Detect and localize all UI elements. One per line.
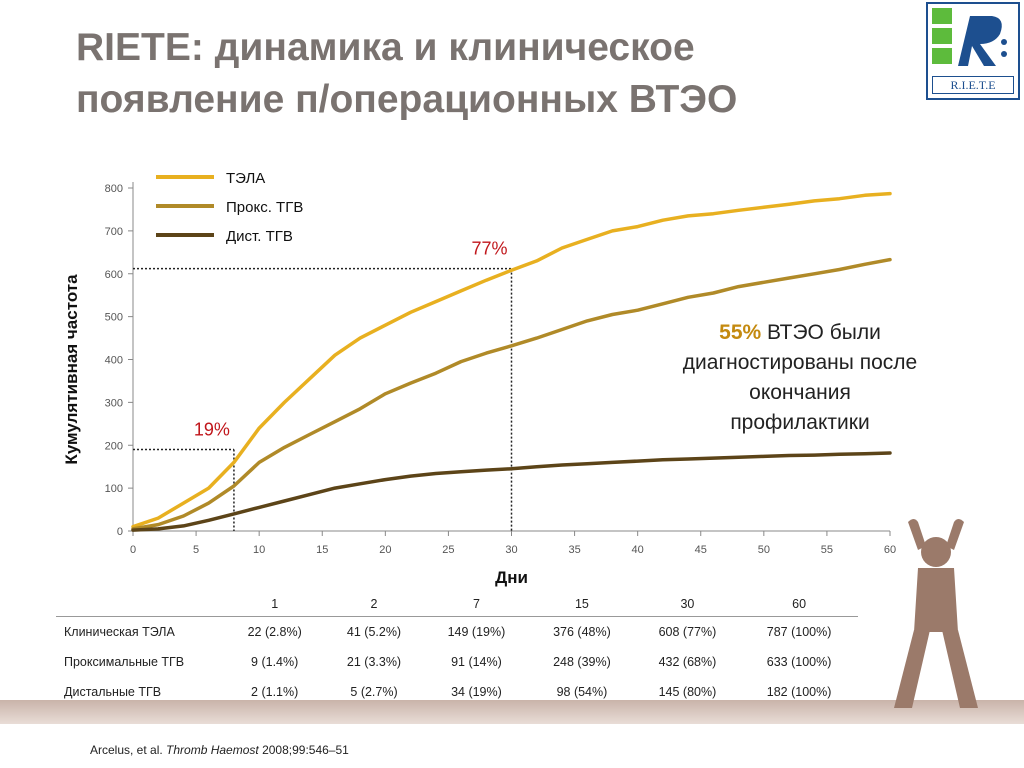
- series-line-3: [131, 451, 892, 532]
- citation-details: 2008;99:546–51: [258, 743, 349, 757]
- x-axis-label: Дни: [495, 568, 528, 587]
- x-tick-label: 60: [884, 544, 896, 556]
- table-header-cell: [56, 592, 225, 617]
- y-axis-label: Кумулятивная частота: [62, 274, 81, 465]
- x-tick-label: 50: [758, 544, 770, 556]
- x-tick-label: 0: [130, 544, 136, 556]
- y-tick-label: 800: [105, 183, 123, 195]
- table-cell: 21 (3.3%): [346, 655, 402, 669]
- row-label: Проксимальные ТГВ: [64, 655, 185, 669]
- x-tick-label: 10: [253, 544, 265, 556]
- x-tick-label: 25: [442, 544, 454, 556]
- citation-journal: Thromb Haemost: [166, 743, 259, 757]
- table-cell: 91 (14%): [451, 655, 502, 669]
- table-cell: 608 (77%): [658, 625, 717, 639]
- x-tick-label: 15: [316, 544, 328, 556]
- table-header-cell: 2: [324, 592, 424, 617]
- legend-label: Прокс. ТГВ: [226, 199, 303, 216]
- citation: Arcelus, et al. Thromb Haemost 2008;99:5…: [90, 743, 349, 757]
- series-line-2: [131, 257, 892, 531]
- floor-band: [0, 700, 1024, 724]
- note-text: ВТЭО были диагностированы после окончани…: [682, 321, 918, 434]
- slide-title: RIETE: динамика и клиническое появление …: [76, 26, 738, 121]
- runner-logo-icon: [932, 8, 1007, 66]
- annotation-label: 77%: [471, 239, 507, 259]
- cumulative-incidence-chart: 0 5 10 15 20 25 30 35 40 45 50 55 600100200300400500…: [62, 170, 896, 587]
- x-tick-label: 40: [632, 544, 644, 556]
- y-tick-label: 0: [117, 526, 123, 538]
- y-tick-label: 500: [105, 312, 123, 324]
- x-tick-label: 20: [379, 544, 391, 556]
- y-tick-label: 400: [105, 355, 123, 367]
- table-cell: 787 (100%): [766, 625, 832, 639]
- table-row: Клиническая ТЭЛА 22 (2.8%) 41 (5.2%) 149 (1…: [56, 617, 858, 648]
- x-tick-label: 30: [505, 544, 517, 556]
- table-header-cell: 30: [634, 592, 741, 617]
- y-tick-label: 300: [105, 397, 123, 409]
- legend-label: ТЭЛА: [226, 170, 265, 187]
- riete-logo: R.I.E.T.E: [926, 2, 1020, 100]
- annotation-note: 55% ВТЭО были диагностированы после окон…: [680, 318, 920, 438]
- table-cell: 633 (100%): [766, 655, 832, 669]
- table-cell: 149 (19%): [447, 625, 506, 639]
- table-header-cell: 15: [529, 592, 635, 617]
- stretching-person-icon: [894, 519, 978, 708]
- annotation-label: 19%: [194, 420, 230, 440]
- citation-author: Arcelus, et al.: [90, 743, 167, 757]
- x-tick-label: 5: [193, 544, 199, 556]
- logo-caption: R.I.E.T.E: [932, 76, 1014, 94]
- table-header-row: 1 2 7 15 30 60: [56, 592, 858, 617]
- x-tick-label: 35: [568, 544, 580, 556]
- table-body: Клиническая ТЭЛА 22 (2.8%) 41 (5.2%) 149 (1…: [56, 617, 858, 708]
- table-header-cell: 60: [740, 592, 858, 617]
- table-cell: 376 (48%): [553, 625, 611, 639]
- legend-label: Дист. ТГВ: [226, 228, 293, 245]
- y-tick-label: 200: [105, 440, 123, 452]
- table-cell: 9 (1.4%): [251, 655, 299, 669]
- y-tick-label: 700: [105, 226, 123, 238]
- table-cell: 22 (2.8%): [247, 625, 302, 639]
- y-tick-label: 100: [105, 483, 123, 495]
- table-cell: 248 (39%): [553, 655, 611, 669]
- row-label: Клиническая ТЭЛА: [64, 625, 175, 639]
- table-row: Проксимальные ТГВ 9 (1.4%) 21 (3.3%) 91 (14…: [56, 647, 858, 677]
- note-highlight: 55%: [719, 321, 762, 344]
- events-table: 1 2 7 15 30 60 Клиническая ТЭЛА 22 (2.8%) 41 (5…: [56, 592, 858, 708]
- table-header-cell: 7: [423, 592, 530, 617]
- table-cell: 432 (68%): [658, 655, 717, 669]
- series-line-1: [131, 191, 892, 529]
- x-tick-label: 45: [695, 544, 707, 556]
- y-tick-label: 600: [105, 269, 123, 281]
- table-cell: 41 (5.2%): [346, 625, 402, 639]
- table-header-cell: 1: [225, 592, 325, 617]
- x-tick-label: 55: [821, 544, 833, 556]
